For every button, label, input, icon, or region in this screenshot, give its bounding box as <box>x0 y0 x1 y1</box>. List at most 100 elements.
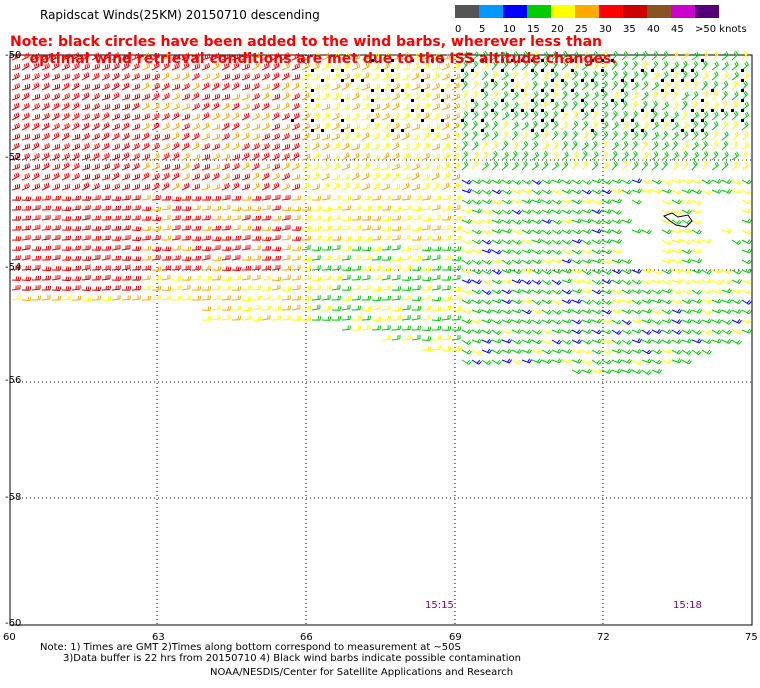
note-line-2: optimal wind retrieval conditions are me… <box>10 51 617 67</box>
wind-barb <box>221 225 231 231</box>
wind-barb <box>551 81 559 91</box>
footer-note-1: Note: 1) Times are GMT 2)Times along bot… <box>40 642 461 653</box>
footer-note-2: 3)Data buffer is 22 hrs from 20150710 4)… <box>63 653 521 664</box>
wind-barb <box>121 93 131 101</box>
wind-barb <box>261 194 271 201</box>
wind-barb <box>381 123 390 131</box>
wind-barb <box>661 258 672 264</box>
wind-barb <box>381 163 391 171</box>
wind-barb <box>221 182 230 191</box>
contamination-dot <box>411 109 414 112</box>
wind-barb <box>711 130 719 141</box>
wind-barb <box>551 219 562 225</box>
wind-barb <box>491 199 502 205</box>
wind-barb <box>291 226 302 231</box>
wind-barb <box>441 326 452 331</box>
wind-barb <box>621 70 628 81</box>
wind-barb <box>141 216 152 221</box>
wind-barb <box>231 254 241 261</box>
wind-barb <box>421 246 432 252</box>
wind-barb <box>181 113 191 121</box>
wind-barb <box>151 102 160 111</box>
wind-barb <box>281 143 291 151</box>
wind-barb <box>561 110 568 121</box>
wind-barb <box>611 209 622 215</box>
wind-barb <box>611 160 618 171</box>
wind-barb <box>531 269 542 275</box>
wind-barb <box>411 244 421 251</box>
wind-barb <box>611 141 619 151</box>
wind-barb <box>421 285 432 291</box>
wind-barb <box>501 161 509 171</box>
wind-barb <box>181 295 191 301</box>
wind-barb <box>341 205 351 211</box>
wind-barb <box>661 359 672 365</box>
wind-barb <box>411 163 420 171</box>
wind-barb <box>421 346 432 352</box>
wind-barb <box>511 269 522 275</box>
wind-barb <box>641 121 649 131</box>
wind-barb <box>621 179 632 185</box>
contamination-dot <box>451 79 454 82</box>
wind-barb <box>151 133 161 141</box>
wind-barb <box>691 349 702 355</box>
contamination-dot <box>361 79 364 82</box>
wind-barb <box>651 328 662 334</box>
wind-barb <box>651 279 662 284</box>
contamination-dot <box>491 109 494 112</box>
contamination-dot <box>541 109 544 112</box>
wind-barb <box>611 248 622 254</box>
wind-barb <box>351 254 361 261</box>
wind-barb <box>171 132 180 141</box>
wind-barb <box>331 72 340 81</box>
wind-barb <box>711 329 722 335</box>
wind-barb <box>691 51 699 61</box>
wind-barb <box>21 265 31 271</box>
wind-barb <box>211 123 221 131</box>
contamination-dot <box>341 129 344 132</box>
wind-barb <box>401 143 411 151</box>
wind-barb <box>101 103 111 111</box>
wind-barb <box>341 142 350 151</box>
wind-barb <box>351 92 360 101</box>
wind-barb <box>351 325 362 331</box>
wind-barb <box>131 113 141 121</box>
wind-barb <box>731 269 742 275</box>
wind-barb <box>401 304 411 311</box>
wind-barb <box>141 246 152 251</box>
wind-barb <box>71 72 80 81</box>
wind-barb <box>331 133 341 141</box>
wind-barb <box>381 195 391 201</box>
wind-barb <box>81 153 91 161</box>
wind-barb <box>381 52 390 61</box>
wind-barb <box>621 269 632 275</box>
wind-barb <box>451 82 460 91</box>
wind-barb <box>301 182 310 191</box>
contamination-dot <box>581 79 584 82</box>
wind-barb <box>331 122 340 131</box>
wind-barb <box>491 209 502 215</box>
wind-barb <box>91 112 100 121</box>
wind-barb <box>501 199 512 205</box>
wind-barb <box>371 255 382 261</box>
wind-barb <box>41 102 50 111</box>
wind-barb <box>341 82 350 91</box>
lon-label-66: 66 <box>300 632 313 643</box>
wind-barb <box>471 239 482 245</box>
wind-barb <box>551 101 559 111</box>
wind-barb <box>431 345 441 351</box>
wind-barb <box>441 73 450 81</box>
wind-barb <box>721 61 729 71</box>
contamination-dot <box>471 69 474 72</box>
wind-barb <box>601 299 612 305</box>
wind-barb <box>151 83 160 91</box>
wind-barb <box>691 268 702 274</box>
contamination-dot <box>631 119 634 122</box>
wind-barb <box>211 153 220 161</box>
wind-barb <box>241 112 250 121</box>
wind-barb <box>231 162 240 171</box>
wind-barb <box>371 153 381 161</box>
contamination-dot <box>591 59 594 62</box>
wind-barb <box>111 276 122 281</box>
wind-barb <box>451 294 461 301</box>
